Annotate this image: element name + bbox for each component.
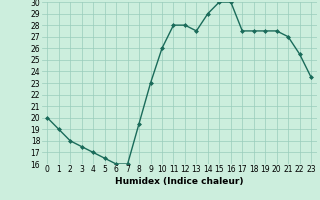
X-axis label: Humidex (Indice chaleur): Humidex (Indice chaleur)	[115, 177, 244, 186]
